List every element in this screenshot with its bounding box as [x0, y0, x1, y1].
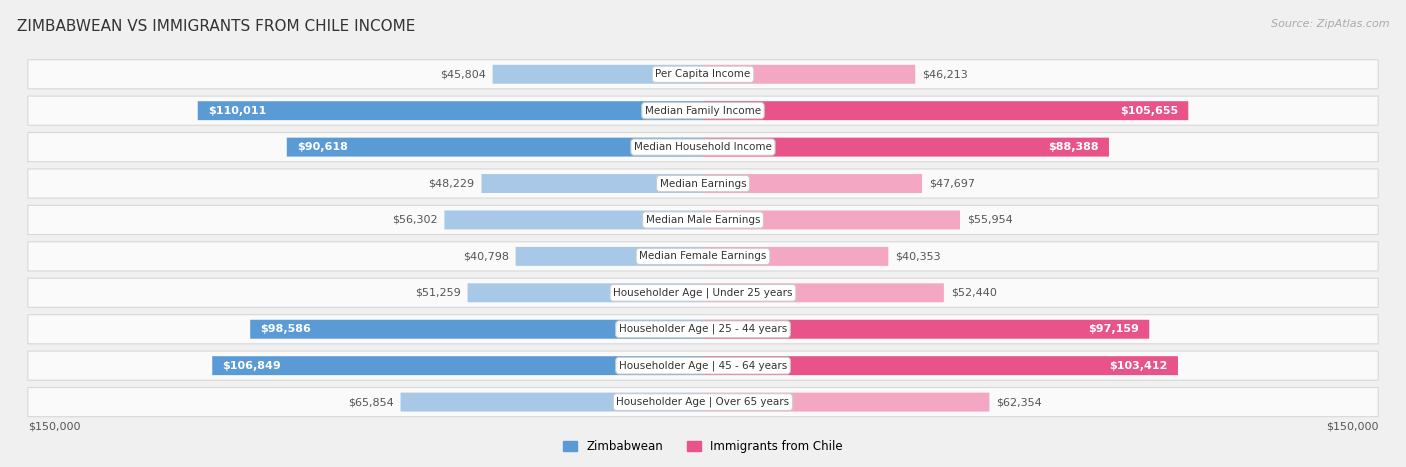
- FancyBboxPatch shape: [28, 242, 1378, 271]
- Text: $55,954: $55,954: [967, 215, 1012, 225]
- Text: $51,259: $51,259: [415, 288, 461, 298]
- Text: $97,159: $97,159: [1088, 324, 1139, 334]
- Text: $48,229: $48,229: [429, 178, 475, 189]
- Text: Per Capita Income: Per Capita Income: [655, 69, 751, 79]
- FancyBboxPatch shape: [481, 174, 703, 193]
- FancyBboxPatch shape: [703, 356, 1178, 375]
- FancyBboxPatch shape: [703, 138, 1109, 156]
- FancyBboxPatch shape: [212, 356, 703, 375]
- Text: Householder Age | 25 - 44 years: Householder Age | 25 - 44 years: [619, 324, 787, 334]
- Text: $46,213: $46,213: [922, 69, 967, 79]
- Text: Householder Age | Under 25 years: Householder Age | Under 25 years: [613, 288, 793, 298]
- FancyBboxPatch shape: [516, 247, 703, 266]
- FancyBboxPatch shape: [703, 320, 1149, 339]
- Legend: Zimbabwean, Immigrants from Chile: Zimbabwean, Immigrants from Chile: [558, 436, 848, 458]
- FancyBboxPatch shape: [703, 101, 1188, 120]
- Text: $56,302: $56,302: [392, 215, 437, 225]
- Text: $110,011: $110,011: [208, 106, 266, 116]
- Text: $45,804: $45,804: [440, 69, 485, 79]
- Text: $106,849: $106,849: [222, 361, 281, 371]
- FancyBboxPatch shape: [28, 205, 1378, 234]
- FancyBboxPatch shape: [703, 174, 922, 193]
- FancyBboxPatch shape: [401, 393, 703, 411]
- Text: Median Household Income: Median Household Income: [634, 142, 772, 152]
- Text: ZIMBABWEAN VS IMMIGRANTS FROM CHILE INCOME: ZIMBABWEAN VS IMMIGRANTS FROM CHILE INCO…: [17, 19, 415, 34]
- FancyBboxPatch shape: [703, 393, 990, 411]
- Text: $98,586: $98,586: [260, 324, 311, 334]
- Text: $40,353: $40,353: [896, 251, 941, 262]
- Text: $40,798: $40,798: [463, 251, 509, 262]
- FancyBboxPatch shape: [444, 211, 703, 229]
- Text: Median Male Earnings: Median Male Earnings: [645, 215, 761, 225]
- FancyBboxPatch shape: [28, 278, 1378, 307]
- FancyBboxPatch shape: [28, 351, 1378, 380]
- Text: $150,000: $150,000: [1326, 421, 1378, 431]
- Text: $150,000: $150,000: [28, 421, 80, 431]
- FancyBboxPatch shape: [287, 138, 703, 156]
- Text: $52,440: $52,440: [950, 288, 997, 298]
- Text: Householder Age | Over 65 years: Householder Age | Over 65 years: [616, 397, 790, 407]
- Text: $88,388: $88,388: [1047, 142, 1098, 152]
- Text: $90,618: $90,618: [297, 142, 349, 152]
- FancyBboxPatch shape: [492, 65, 703, 84]
- Text: Median Female Earnings: Median Female Earnings: [640, 251, 766, 262]
- Text: Source: ZipAtlas.com: Source: ZipAtlas.com: [1271, 19, 1389, 28]
- Text: Householder Age | 45 - 64 years: Householder Age | 45 - 64 years: [619, 361, 787, 371]
- FancyBboxPatch shape: [703, 283, 943, 302]
- FancyBboxPatch shape: [250, 320, 703, 339]
- FancyBboxPatch shape: [703, 65, 915, 84]
- Text: $47,697: $47,697: [929, 178, 974, 189]
- Text: Median Family Income: Median Family Income: [645, 106, 761, 116]
- FancyBboxPatch shape: [28, 60, 1378, 89]
- FancyBboxPatch shape: [28, 388, 1378, 417]
- Text: Median Earnings: Median Earnings: [659, 178, 747, 189]
- FancyBboxPatch shape: [28, 96, 1378, 125]
- Text: $62,354: $62,354: [997, 397, 1042, 407]
- FancyBboxPatch shape: [28, 169, 1378, 198]
- Text: $105,655: $105,655: [1119, 106, 1178, 116]
- FancyBboxPatch shape: [703, 247, 889, 266]
- Text: $103,412: $103,412: [1109, 361, 1167, 371]
- FancyBboxPatch shape: [198, 101, 703, 120]
- FancyBboxPatch shape: [28, 133, 1378, 162]
- FancyBboxPatch shape: [28, 315, 1378, 344]
- Text: $65,854: $65,854: [347, 397, 394, 407]
- FancyBboxPatch shape: [703, 211, 960, 229]
- FancyBboxPatch shape: [468, 283, 703, 302]
